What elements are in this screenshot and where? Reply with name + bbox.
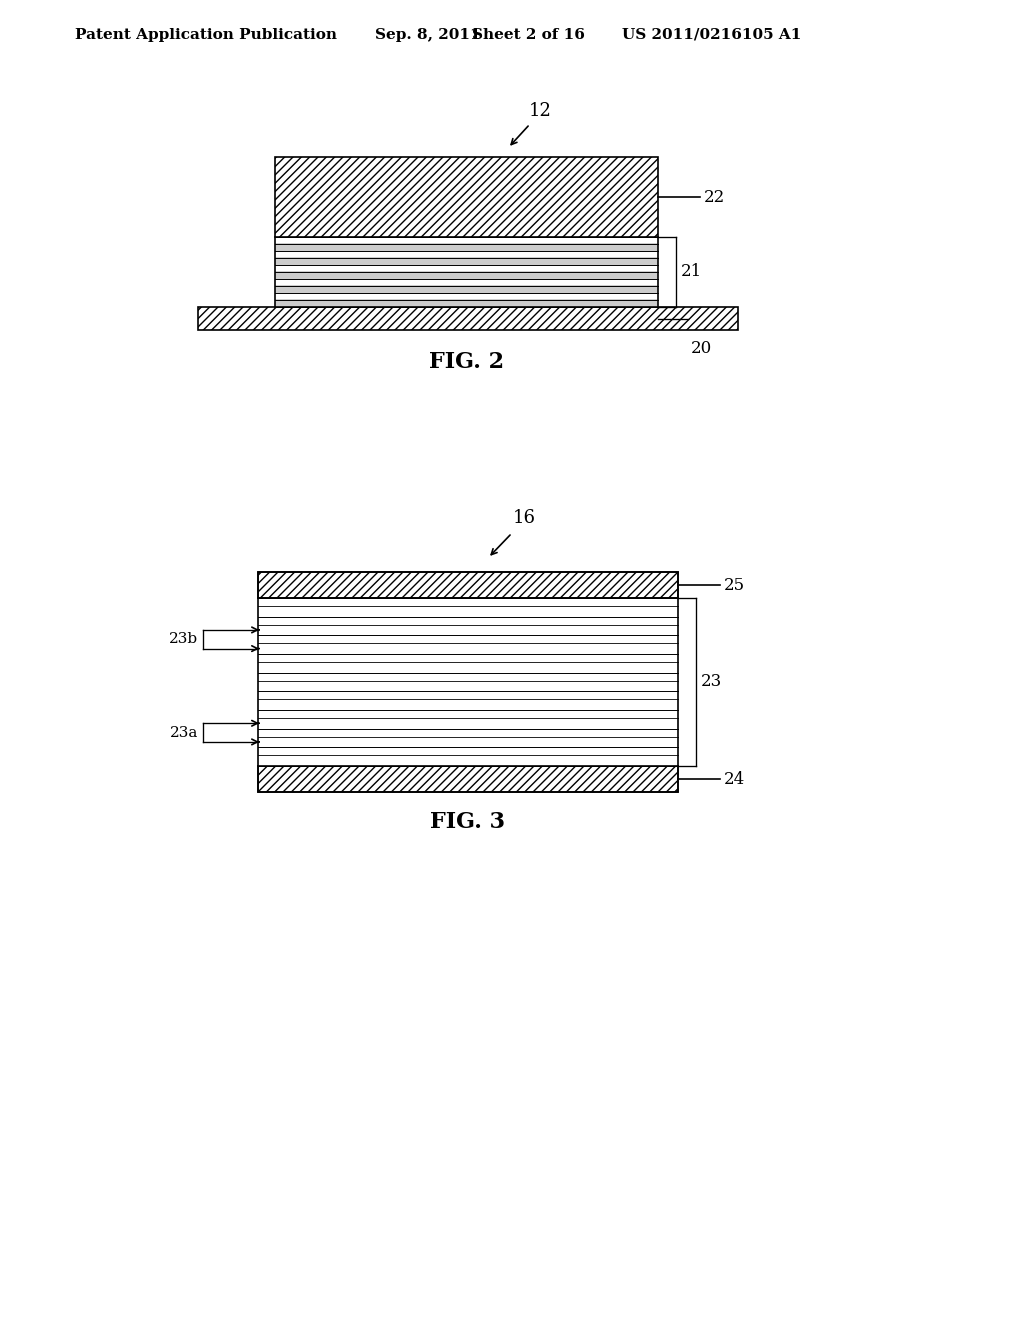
Text: 23b: 23b xyxy=(169,632,198,647)
Bar xyxy=(258,737,678,747)
Bar xyxy=(258,598,678,606)
Bar xyxy=(258,718,678,729)
Bar xyxy=(258,755,678,766)
Bar xyxy=(198,308,738,330)
Bar xyxy=(258,572,678,598)
Text: 23: 23 xyxy=(701,673,722,690)
Text: 23a: 23a xyxy=(170,726,198,739)
Text: 25: 25 xyxy=(724,577,745,594)
Bar xyxy=(258,692,678,700)
Bar xyxy=(258,624,678,635)
Text: Sep. 8, 2011: Sep. 8, 2011 xyxy=(375,28,480,42)
Text: 16: 16 xyxy=(512,510,536,527)
Bar xyxy=(258,616,678,624)
Text: US 2011/0216105 A1: US 2011/0216105 A1 xyxy=(622,28,802,42)
Bar xyxy=(258,653,678,661)
Bar xyxy=(275,272,658,279)
Bar xyxy=(275,157,658,238)
Bar xyxy=(258,700,678,710)
Bar xyxy=(258,606,678,616)
Bar xyxy=(258,661,678,673)
Bar xyxy=(258,681,678,692)
Text: Sheet 2 of 16: Sheet 2 of 16 xyxy=(472,28,585,42)
Text: Patent Application Publication: Patent Application Publication xyxy=(75,28,337,42)
Bar xyxy=(275,243,658,251)
Bar xyxy=(258,673,678,681)
Bar xyxy=(258,710,678,718)
Bar xyxy=(258,729,678,737)
Text: FIG. 3: FIG. 3 xyxy=(430,810,506,833)
Bar xyxy=(258,635,678,643)
Bar xyxy=(275,300,658,308)
Bar xyxy=(275,238,658,308)
Text: FIG. 2: FIG. 2 xyxy=(429,351,504,374)
Bar xyxy=(275,285,658,293)
Bar xyxy=(275,257,658,265)
Bar xyxy=(258,747,678,755)
Bar xyxy=(258,643,678,653)
Bar xyxy=(258,766,678,792)
Text: 24: 24 xyxy=(724,771,745,788)
Text: 20: 20 xyxy=(691,341,713,356)
Text: 21: 21 xyxy=(681,264,702,281)
Bar xyxy=(258,572,678,792)
Text: 12: 12 xyxy=(528,102,552,120)
Text: 22: 22 xyxy=(705,189,725,206)
